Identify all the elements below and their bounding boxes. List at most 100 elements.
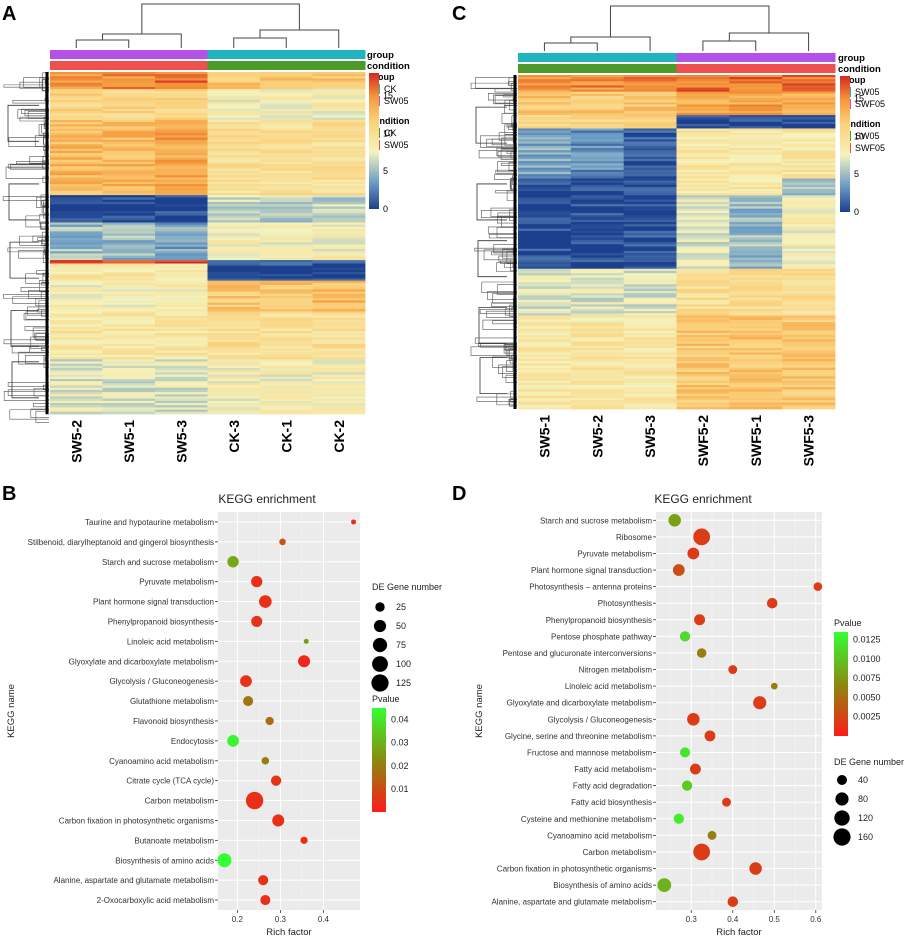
- heatmap-cell: [782, 257, 836, 261]
- enrichment-point: [813, 582, 823, 591]
- heatmap-cell: [570, 89, 625, 93]
- heatmap-cell: [676, 208, 730, 212]
- heatmap-cell: [782, 126, 836, 129]
- heatmap-cell: [312, 263, 366, 267]
- heatmap-cell: [50, 159, 103, 163]
- heatmap-cell: [518, 91, 572, 95]
- heatmap-cell: [729, 313, 783, 316]
- size-legend-label: 75: [396, 640, 406, 650]
- heatmap-cell: [312, 392, 366, 395]
- heatmap-cell: [260, 398, 313, 402]
- heatmap-cell: [729, 104, 783, 107]
- heatmap-cell: [782, 369, 836, 373]
- heatmap-cell: [623, 361, 677, 364]
- heatmap-cell: [50, 124, 103, 127]
- heatmap-cell: [260, 233, 313, 237]
- heatmap-cell: [676, 174, 730, 177]
- dendrogram-branch: [487, 226, 517, 234]
- heatmap-cell: [102, 117, 156, 121]
- heatmap-cell: [155, 157, 208, 161]
- condition-annotation-cell: [312, 61, 366, 70]
- heatmap-cell: [623, 277, 677, 281]
- heatmap-cell: [207, 278, 261, 282]
- color-scale-tick-label: 10: [383, 128, 393, 138]
- heatmap-cell: [782, 372, 836, 375]
- heatmap-cell: [260, 378, 313, 382]
- dendrogram-branch: [501, 162, 517, 166]
- heatmap-cell: [570, 87, 625, 91]
- heatmap-cell: [676, 343, 730, 347]
- heatmap-cell: [50, 322, 103, 325]
- heatmap-cell: [207, 368, 261, 371]
- heatmap-cell: [518, 332, 572, 336]
- heatmap-cell: [102, 257, 156, 261]
- heatmap-cell: [102, 211, 156, 214]
- heatmap-cell: [676, 250, 730, 254]
- heatmap-cell: [155, 231, 208, 234]
- heatmap-cell: [570, 126, 625, 129]
- enrichment-point: [227, 734, 239, 747]
- heatmap-cell: [207, 146, 261, 150]
- heatmap-cell: [782, 255, 836, 258]
- heatmap-cell: [729, 195, 783, 198]
- heatmap-cell: [260, 199, 313, 203]
- heatmap-cell: [518, 385, 572, 388]
- heatmap-cell: [312, 179, 366, 183]
- heatmap-cell: [570, 235, 625, 238]
- heatmap-cell: [623, 352, 677, 356]
- heatmap-cell: [623, 89, 677, 93]
- heatmap-cell: [207, 300, 261, 304]
- heatmap-cell: [729, 295, 783, 299]
- heatmap-cell: [570, 152, 625, 155]
- heatmap-cell: [676, 255, 730, 258]
- kegg-title-b: KEGG enrichment: [218, 492, 316, 506]
- heatmap-cell: [623, 130, 677, 134]
- heatmap-cell: [207, 153, 261, 156]
- heatmap-cell: [155, 357, 208, 360]
- enrichment-point: [657, 878, 672, 893]
- heatmap-cell: [782, 361, 836, 364]
- heatmap-cell: [570, 139, 625, 142]
- heatmap-cell: [570, 158, 625, 162]
- heatmap-cell: [782, 150, 836, 153]
- heatmap-cell: [155, 265, 208, 269]
- heatmap-cell: [260, 208, 313, 212]
- heatmap-cell: [207, 113, 261, 116]
- heatmap-cell: [102, 385, 156, 389]
- heatmap-cell: [312, 352, 366, 356]
- heatmap-cell: [102, 159, 156, 163]
- heatmap-cell: [623, 299, 677, 303]
- heatmap-cell: [570, 326, 625, 329]
- heatmap-cell: [260, 235, 313, 239]
- heatmap-cell: [155, 240, 208, 243]
- heatmap-cell: [312, 322, 366, 325]
- heatmap-cell: [102, 267, 156, 271]
- heatmap-cell: [518, 201, 572, 205]
- heatmap-cell: [312, 148, 366, 152]
- heatmap-cell: [570, 402, 625, 406]
- heatmap-cell: [782, 130, 836, 134]
- heatmap-cell: [50, 76, 103, 79]
- heatmap-cell: [50, 383, 103, 386]
- heatmap-cell: [155, 148, 208, 152]
- heatmap-cell: [676, 317, 730, 321]
- heatmap-cell: [518, 134, 572, 138]
- heatmap-cell: [729, 250, 783, 254]
- pathway-label: Glutathione metabolism: [130, 697, 214, 706]
- heatmap-cell: [729, 391, 783, 395]
- heatmap-cell: [676, 404, 730, 408]
- heatmap-cell: [50, 100, 103, 103]
- heatmap-cell: [623, 98, 677, 101]
- heatmap-cell: [676, 264, 730, 267]
- heatmap-cell: [50, 72, 103, 75]
- heatmap-cell: [729, 174, 783, 177]
- heatmap-cell: [50, 166, 103, 169]
- heatmap-cell: [729, 219, 783, 223]
- heatmap-cell: [782, 95, 836, 99]
- heatmap-cell: [312, 253, 366, 257]
- heatmap-cell: [570, 391, 625, 395]
- heatmap-cell: [207, 237, 261, 241]
- heatmap-cell: [729, 128, 783, 132]
- heatmap-cell: [50, 244, 103, 248]
- heatmap-cell: [782, 282, 836, 285]
